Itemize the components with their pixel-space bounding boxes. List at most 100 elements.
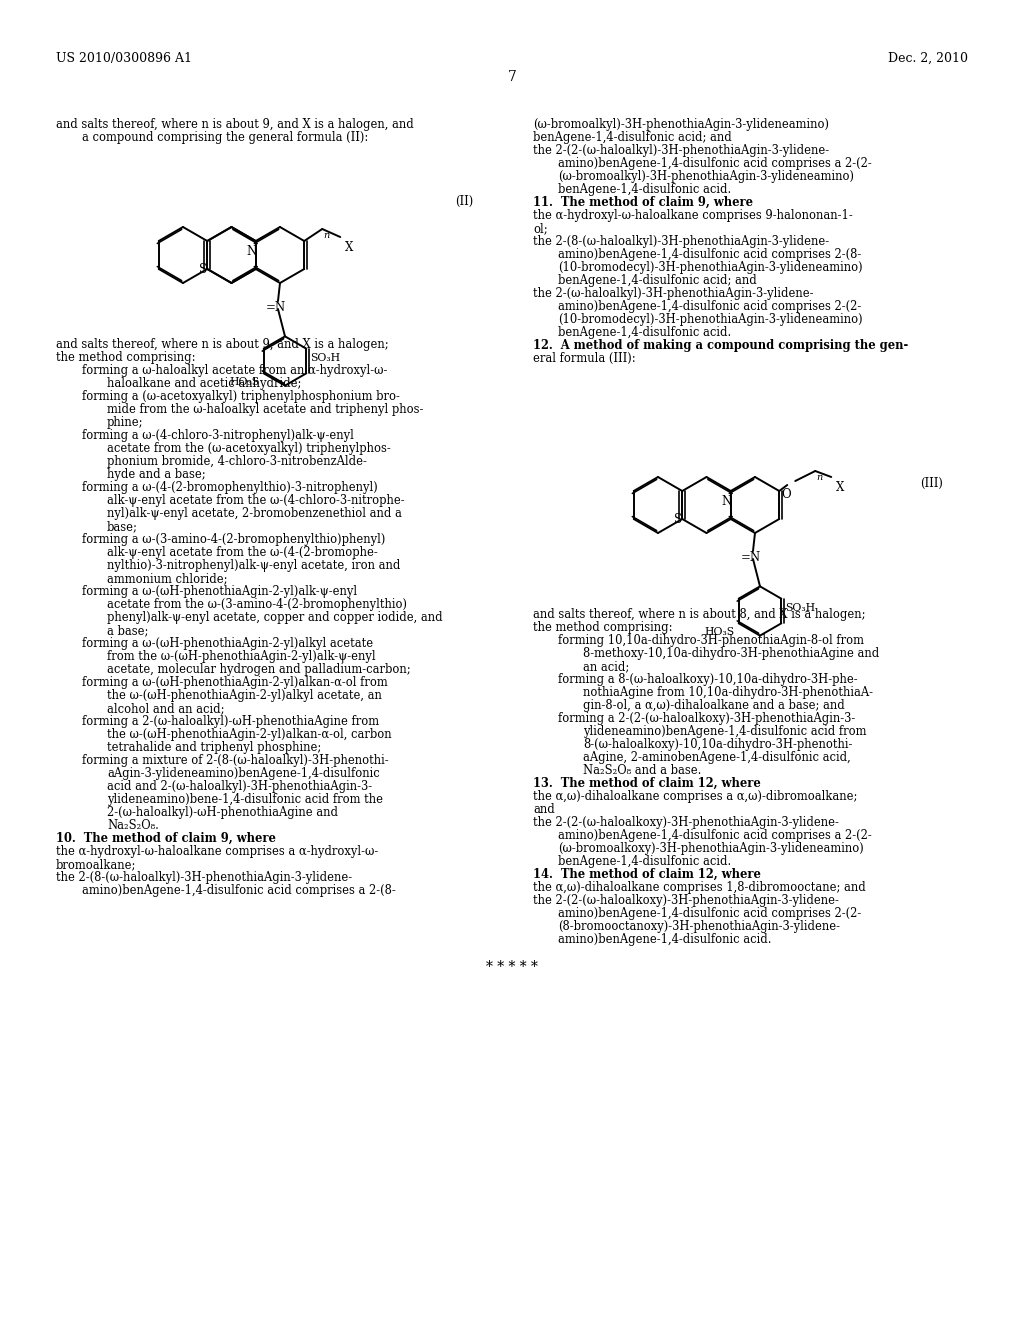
Text: benAgene-1,4-disulfonic acid; and: benAgene-1,4-disulfonic acid; and <box>534 131 732 144</box>
Text: X: X <box>837 480 845 494</box>
Text: forming a 2-(ω-haloalkyl)-ωH-phenothiaAgine from: forming a 2-(ω-haloalkyl)-ωH-phenothiaAg… <box>82 715 379 729</box>
Text: benAgene-1,4-disulfonic acid.: benAgene-1,4-disulfonic acid. <box>558 855 731 869</box>
Text: (ω-bromoalkoxy)-3H-phenothiaAgin-3-ylideneamino): (ω-bromoalkoxy)-3H-phenothiaAgin-3-ylide… <box>558 842 864 855</box>
Text: nylthio)-3-nitrophenyl)alk-ψ-enyl acetate, iron and: nylthio)-3-nitrophenyl)alk-ψ-enyl acetat… <box>106 558 400 572</box>
Text: (ω-bromoalkyl)-3H-phenothiaAgin-3-ylideneamino): (ω-bromoalkyl)-3H-phenothiaAgin-3-yliden… <box>558 170 854 183</box>
Text: amino)benAgene-1,4-disulfonic acid comprises 2-(2-: amino)benAgene-1,4-disulfonic acid compr… <box>558 907 861 920</box>
Text: an acid;: an acid; <box>583 660 630 673</box>
Text: bromoalkane;: bromoalkane; <box>56 858 136 871</box>
Text: benAgene-1,4-disulfonic acid; and: benAgene-1,4-disulfonic acid; and <box>558 275 757 286</box>
Text: SO₃H: SO₃H <box>310 352 340 363</box>
Text: nyl)alk-ψ-enyl acetate, 2-bromobenzenethiol and a: nyl)alk-ψ-enyl acetate, 2-bromobenzeneth… <box>106 507 401 520</box>
Text: 8-(ω-haloalkoxy)-10,10a-dihydro-3H-phenothi-: 8-(ω-haloalkoxy)-10,10a-dihydro-3H-pheno… <box>583 738 852 751</box>
Text: alcohol and an acid;: alcohol and an acid; <box>106 702 224 715</box>
Text: and salts thereof, where n is about 9, and X is a halogen;: and salts thereof, where n is about 9, a… <box>56 338 389 351</box>
Text: amino)benAgene-1,4-disulfonic acid comprises a 2-(8-: amino)benAgene-1,4-disulfonic acid compr… <box>82 884 395 898</box>
Text: and: and <box>534 803 555 816</box>
Text: S: S <box>674 513 682 525</box>
Text: the 2-(2-(ω-haloalkoxy)-3H-phenothiaAgin-3-ylidene-: the 2-(2-(ω-haloalkoxy)-3H-phenothiaAgin… <box>534 816 839 829</box>
Text: and salts thereof, where n is about 8, and X is a halogen;: and salts thereof, where n is about 8, a… <box>534 609 865 620</box>
Text: forming 10,10a-dihydro-3H-phenothiaAgin-8-ol from: forming 10,10a-dihydro-3H-phenothiaAgin-… <box>558 634 864 647</box>
Text: forming a 2-(2-(ω-haloalkoxy)-3H-phenothiaAgin-3-: forming a 2-(2-(ω-haloalkoxy)-3H-phenoth… <box>558 711 855 725</box>
Text: amino)benAgene-1,4-disulfonic acid comprises 2-(2-: amino)benAgene-1,4-disulfonic acid compr… <box>558 300 861 313</box>
Text: haloalkane and acetic anhydride;: haloalkane and acetic anhydride; <box>106 378 301 389</box>
Text: n: n <box>816 473 822 482</box>
Text: HO₃S: HO₃S <box>705 627 734 638</box>
Text: HO₃S: HO₃S <box>229 378 260 387</box>
Text: SO₃H: SO₃H <box>785 603 815 612</box>
Text: forming a ω-(4-chloro-3-nitrophenyl)alk-ψ-enyl: forming a ω-(4-chloro-3-nitrophenyl)alk-… <box>82 429 354 442</box>
Text: aAgin-3-ylideneamino)benAgene-1,4-disulfonic: aAgin-3-ylideneamino)benAgene-1,4-disulf… <box>106 767 380 780</box>
Text: amino)benAgene-1,4-disulfonic acid comprises 2-(8-: amino)benAgene-1,4-disulfonic acid compr… <box>558 248 861 261</box>
Text: amino)benAgene-1,4-disulfonic acid comprises a 2-(2-: amino)benAgene-1,4-disulfonic acid compr… <box>558 829 871 842</box>
Text: forming a ω-(ωH-phenothiaAgin-2-yl)alkyl acetate: forming a ω-(ωH-phenothiaAgin-2-yl)alkyl… <box>82 638 373 649</box>
Text: forming a 8-(ω-haloalkoxy)-10,10a-dihydro-3H-phe-: forming a 8-(ω-haloalkoxy)-10,10a-dihydr… <box>558 673 858 686</box>
Text: forming a (ω-acetoxyalkyl) triphenylphosphonium bro-: forming a (ω-acetoxyalkyl) triphenylphos… <box>82 389 400 403</box>
Text: the 2-(ω-haloalkyl)-3H-phenothiaAgin-3-ylidene-: the 2-(ω-haloalkyl)-3H-phenothiaAgin-3-y… <box>534 286 813 300</box>
Text: amino)benAgene-1,4-disulfonic acid.: amino)benAgene-1,4-disulfonic acid. <box>558 933 771 946</box>
Text: benAgene-1,4-disulfonic acid.: benAgene-1,4-disulfonic acid. <box>558 183 731 195</box>
Text: the method comprising:: the method comprising: <box>56 351 196 364</box>
Text: =N: =N <box>741 550 761 564</box>
Text: 8-methoxy-10,10a-dihydro-3H-phenothiaAgine and: 8-methoxy-10,10a-dihydro-3H-phenothiaAgi… <box>583 647 880 660</box>
Text: 14.  The method of claim 12, where: 14. The method of claim 12, where <box>534 869 761 880</box>
Text: 2-(ω-haloalkyl)-ωH-phenothiaAgine and: 2-(ω-haloalkyl)-ωH-phenothiaAgine and <box>106 807 338 818</box>
Text: acetate from the ω-(3-amino-4-(2-bromophenylthio): acetate from the ω-(3-amino-4-(2-bromoph… <box>106 598 407 611</box>
Text: Na₂S₂O₈.: Na₂S₂O₈. <box>106 818 159 832</box>
Text: 7: 7 <box>508 70 516 84</box>
Text: Dec. 2, 2010: Dec. 2, 2010 <box>888 51 968 65</box>
Text: phenyl)alk-ψ-enyl acetate, copper and copper iodide, and: phenyl)alk-ψ-enyl acetate, copper and co… <box>106 611 442 624</box>
Text: aAgine, 2-aminobenAgene-1,4-disulfonic acid,: aAgine, 2-aminobenAgene-1,4-disulfonic a… <box>583 751 851 764</box>
Text: US 2010/0300896 A1: US 2010/0300896 A1 <box>56 51 193 65</box>
Text: 13.  The method of claim 12, where: 13. The method of claim 12, where <box>534 777 761 789</box>
Text: a base;: a base; <box>106 624 148 638</box>
Text: nothiaAgine from 10,10a-dihydro-3H-phenothiaA-: nothiaAgine from 10,10a-dihydro-3H-pheno… <box>583 686 873 700</box>
Text: the 2-(2-(ω-haloalkyl)-3H-phenothiaAgin-3-ylidene-: the 2-(2-(ω-haloalkyl)-3H-phenothiaAgin-… <box>534 144 829 157</box>
Text: ylideneamino)bene-1,4-disulfonic acid from the: ylideneamino)bene-1,4-disulfonic acid fr… <box>106 793 383 807</box>
Text: the α,ω)-dihaloalkane comprises a α,ω)-dibromoalkane;: the α,ω)-dihaloalkane comprises a α,ω)-d… <box>534 789 857 803</box>
Text: (II): (II) <box>455 195 473 209</box>
Text: * * * * *: * * * * * <box>486 960 538 974</box>
Text: the method comprising:: the method comprising: <box>534 620 673 634</box>
Text: X: X <box>345 242 353 253</box>
Text: (10-bromodecyl)-3H-phenothiaAgin-3-ylideneamino): (10-bromodecyl)-3H-phenothiaAgin-3-ylide… <box>558 313 862 326</box>
Text: gin-8-ol, a α,ω)-dihaloalkane and a base; and: gin-8-ol, a α,ω)-dihaloalkane and a base… <box>583 700 845 711</box>
Text: N: N <box>722 495 732 508</box>
Text: acetate, molecular hydrogen and palladium-carbon;: acetate, molecular hydrogen and palladiu… <box>106 663 411 676</box>
Text: forming a ω-(ωH-phenothiaAgin-2-yl)alkan-α-ol from: forming a ω-(ωH-phenothiaAgin-2-yl)alkan… <box>82 676 388 689</box>
Text: the ω-(ωH-phenothiaAgin-2-yl)alkan-α-ol, carbon: the ω-(ωH-phenothiaAgin-2-yl)alkan-α-ol,… <box>106 729 391 741</box>
Text: O: O <box>781 488 792 502</box>
Text: N: N <box>247 246 257 257</box>
Text: (ω-bromoalkyl)-3H-phenothiaAgin-3-ylideneamino): (ω-bromoalkyl)-3H-phenothiaAgin-3-yliden… <box>534 117 829 131</box>
Text: ol;: ol; <box>534 222 548 235</box>
Text: S: S <box>200 263 207 276</box>
Text: mide from the ω-haloalkyl acetate and triphenyl phos-: mide from the ω-haloalkyl acetate and tr… <box>106 403 423 416</box>
Text: ammonium chloride;: ammonium chloride; <box>106 572 227 585</box>
Text: benAgene-1,4-disulfonic acid.: benAgene-1,4-disulfonic acid. <box>558 326 731 339</box>
Text: forming a mixture of 2-(8-(ω-haloalkyl)-3H-phenothi-: forming a mixture of 2-(8-(ω-haloalkyl)-… <box>82 754 389 767</box>
Text: the ω-(ωH-phenothiaAgin-2-yl)alkyl acetate, an: the ω-(ωH-phenothiaAgin-2-yl)alkyl aceta… <box>106 689 382 702</box>
Text: forming a ω-(ωH-phenothiaAgin-2-yl)alk-ψ-enyl: forming a ω-(ωH-phenothiaAgin-2-yl)alk-ψ… <box>82 585 357 598</box>
Text: acid and 2-(ω-haloalkyl)-3H-phenothiaAgin-3-: acid and 2-(ω-haloalkyl)-3H-phenothiaAgi… <box>106 780 372 793</box>
Text: phine;: phine; <box>106 416 143 429</box>
Text: the 2-(2-(ω-haloalkoxy)-3H-phenothiaAgin-3-ylidene-: the 2-(2-(ω-haloalkoxy)-3H-phenothiaAgin… <box>534 894 839 907</box>
Text: the 2-(8-(ω-haloalkyl)-3H-phenothiaAgin-3-ylidene-: the 2-(8-(ω-haloalkyl)-3H-phenothiaAgin-… <box>56 871 352 884</box>
Text: 11.  The method of claim 9, where: 11. The method of claim 9, where <box>534 195 753 209</box>
Text: forming a ω-(4-(2-bromophenylthio)-3-nitrophenyl): forming a ω-(4-(2-bromophenylthio)-3-nit… <box>82 480 378 494</box>
Text: eral formula (III):: eral formula (III): <box>534 352 636 366</box>
Text: and salts thereof, where n is about 9, and X is a halogen, and: and salts thereof, where n is about 9, a… <box>56 117 414 131</box>
Text: tetrahalide and triphenyl phosphine;: tetrahalide and triphenyl phosphine; <box>106 741 322 754</box>
Text: alk-ψ-enyl acetate from the ω-(4-(2-bromophe-: alk-ψ-enyl acetate from the ω-(4-(2-brom… <box>106 546 378 558</box>
Text: (III): (III) <box>920 477 943 490</box>
Text: base;: base; <box>106 520 138 533</box>
Text: the α-hydroxyl-ω-haloalkane comprises 9-halononan-1-: the α-hydroxyl-ω-haloalkane comprises 9-… <box>534 209 853 222</box>
Text: the 2-(8-(ω-haloalkyl)-3H-phenothiaAgin-3-ylidene-: the 2-(8-(ω-haloalkyl)-3H-phenothiaAgin-… <box>534 235 829 248</box>
Text: (10-bromodecyl)-3H-phenothiaAgin-3-ylideneamino): (10-bromodecyl)-3H-phenothiaAgin-3-ylide… <box>558 261 862 275</box>
Text: the α-hydroxyl-ω-haloalkane comprises a α-hydroxyl-ω-: the α-hydroxyl-ω-haloalkane comprises a … <box>56 845 378 858</box>
Text: forming a ω-(3-amino-4-(2-bromophenylthio)phenyl): forming a ω-(3-amino-4-(2-bromophenylthi… <box>82 533 385 546</box>
Text: amino)benAgene-1,4-disulfonic acid comprises a 2-(2-: amino)benAgene-1,4-disulfonic acid compr… <box>558 157 871 170</box>
Text: n: n <box>324 231 330 240</box>
Text: the α,ω)-dihaloalkane comprises 1,8-dibromooctane; and: the α,ω)-dihaloalkane comprises 1,8-dibr… <box>534 880 865 894</box>
Text: from the ω-(ωH-phenothiaAgin-2-yl)alk-ψ-enyl: from the ω-(ωH-phenothiaAgin-2-yl)alk-ψ-… <box>106 649 376 663</box>
Text: acetate from the (ω-acetoxyalkyl) triphenylphos-: acetate from the (ω-acetoxyalkyl) triphe… <box>106 442 391 455</box>
